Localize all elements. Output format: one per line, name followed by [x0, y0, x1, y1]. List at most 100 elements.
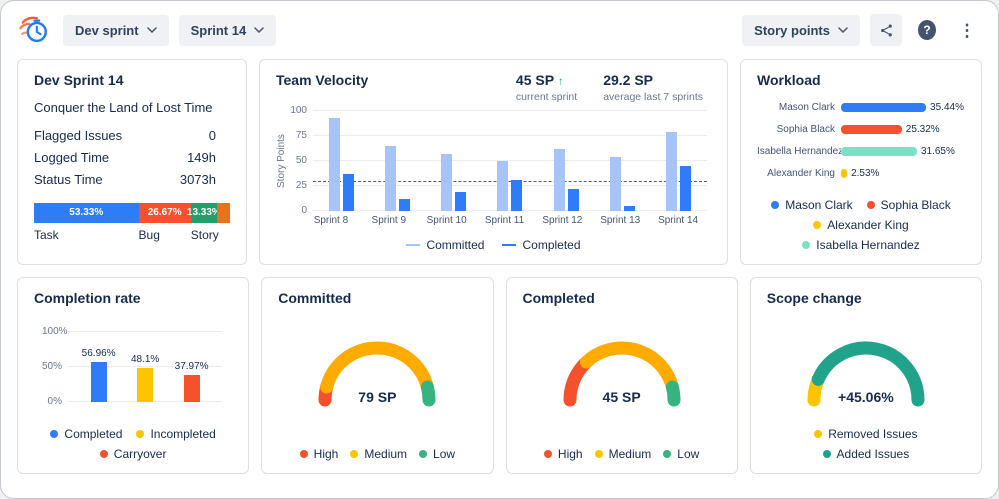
completed-legend: High Medium Low: [523, 439, 721, 461]
issue-distribution-labels: Task Bug Story: [34, 228, 230, 242]
legend-item[interactable]: Medium: [350, 447, 407, 461]
gauge-value: 79 SP: [358, 389, 397, 405]
legend-swatch-icon: [802, 241, 811, 249]
sprint-dropdown[interactable]: Sprint 14: [178, 14, 277, 46]
distribution-segment: [216, 202, 230, 223]
velocity-x-labels: Sprint 8 Sprint 9 Sprint 10 Sprint 11 Sprint…: [302, 215, 707, 226]
workload-bar: [841, 125, 902, 134]
velocity-bar-group: [651, 111, 707, 211]
legend-swatch-icon: [50, 430, 59, 438]
legend-item[interactable]: Sophia Black: [866, 198, 951, 212]
legend-item[interactable]: Removed Issues: [814, 427, 918, 441]
workload-assignee-label: Alexander King: [767, 168, 835, 179]
legend-swatch-icon: [771, 201, 780, 209]
workload-card: Workload Mason Clark 35.44% Sophia Black 25…: [740, 59, 982, 265]
y-axis-label: Story Points: [276, 134, 287, 188]
distribution-segment-label: Story: [190, 227, 219, 242]
stat-row: Logged Time 149h: [34, 149, 230, 167]
legend-item[interactable]: Committed: [406, 238, 484, 252]
workload-assignee-label: Isabella Hernandez: [757, 146, 841, 157]
legend-item[interactable]: High: [543, 447, 583, 461]
legend-label: Incompleted: [150, 427, 216, 441]
more-options-button[interactable]: ⋮: [952, 14, 982, 46]
sprint-goal: Conquer the Land of Lost Time: [34, 100, 213, 115]
workload-chart: Mason Clark 35.44% Sophia Black 25.32% Isabe…: [757, 102, 965, 179]
board-dropdown-label: Dev sprint: [75, 22, 139, 38]
metric-dropdown-label: Story points: [754, 22, 830, 38]
top-bar: Dev sprint Sprint 14 Story points ? ⋮: [1, 1, 998, 55]
workload-row: Sophia Black 25.32%: [757, 124, 965, 135]
legend-item[interactable]: Carryover: [99, 447, 166, 461]
stat-label: Status Time: [34, 172, 103, 188]
legend-label: Mason Clark: [785, 198, 853, 212]
committed-card: Committed 79 SP High Medium Low: [261, 277, 494, 474]
board-dropdown[interactable]: Dev sprint: [63, 14, 169, 46]
legend-item[interactable]: Completed: [50, 427, 122, 441]
average-caption: average last 7 sprints: [603, 91, 703, 103]
gauge-segment: [320, 341, 435, 394]
current-sprint-caption: current sprint: [515, 91, 578, 103]
completion-value-label: 56.96%: [81, 348, 116, 360]
legend-swatch-icon: [866, 201, 875, 209]
sprint-summary-card: Dev Sprint 14 Conquer the Land of Lost T…: [17, 59, 247, 265]
card-title: Scope change: [766, 290, 862, 306]
legend-item[interactable]: Completed: [502, 238, 581, 252]
completion-bar-column: 48.1%: [131, 332, 159, 402]
completion-bar-column: 37.97%: [175, 332, 209, 402]
legend-swatch-icon: [406, 244, 421, 246]
completion-bar: [183, 375, 200, 402]
card-title: Completion rate: [34, 290, 141, 306]
velocity-bar-committed: [666, 132, 678, 211]
workload-value-label: 2.53%: [851, 168, 880, 179]
velocity-chart: Story Points 0 25 50 75 100: [276, 105, 711, 216]
completion-bar: [90, 362, 107, 402]
x-tick-label: Sprint 10: [426, 215, 467, 226]
velocity-bar-completed: [511, 180, 523, 211]
metric-dropdown[interactable]: Story points: [742, 14, 860, 46]
workload-assignee-label: Sophia Black: [776, 124, 835, 135]
card-title: Completed: [522, 290, 595, 306]
completed-card: Completed 45 SP High Medium Low: [505, 277, 738, 474]
stat-label: Logged Time: [34, 150, 110, 166]
completion-value-label: 48.1%: [130, 354, 160, 366]
gauge-segment: [665, 380, 681, 407]
legend-item[interactable]: Incompleted: [136, 427, 216, 441]
workload-value-label: 25.32%: [905, 124, 940, 135]
distribution-segment: 53.33%: [34, 202, 139, 223]
current-sprint-stat: 45 SP ↑ current sprint: [516, 72, 577, 103]
sprint-dropdown-label: Sprint 14: [190, 22, 247, 38]
legend-item[interactable]: Low: [419, 447, 455, 461]
legend-label: Low: [677, 447, 700, 461]
gridline: [313, 160, 707, 161]
stat-row: Status Time 3073h: [34, 171, 230, 189]
legend-label: Sophia Black: [880, 198, 951, 212]
share-button[interactable]: [870, 14, 902, 46]
scope-change-card: Scope change +45.06% Removed Issues Added…: [749, 277, 982, 474]
legend-label: Medium: [364, 447, 408, 461]
velocity-legend: Committed Completed: [276, 230, 711, 252]
legend-item[interactable]: Added Issues: [822, 447, 909, 461]
help-button[interactable]: ?: [912, 14, 942, 46]
velocity-bar-completed: [342, 174, 354, 211]
legend-item[interactable]: Isabella Hernandez: [802, 238, 920, 252]
velocity-bar-committed: [553, 149, 565, 211]
x-tick-label: Sprint 8: [313, 215, 349, 226]
legend-item[interactable]: High: [299, 447, 338, 461]
gridline: [313, 110, 707, 111]
legend-item[interactable]: Medium: [594, 447, 651, 461]
legend-item[interactable]: Mason Clark: [771, 198, 853, 212]
workload-row: Mason Clark 35.44%: [757, 102, 965, 113]
distribution-segment-label: Bug: [138, 227, 160, 242]
legend-swatch-icon: [813, 221, 822, 229]
legend-label: High: [557, 447, 583, 461]
legend-item[interactable]: Alexander King: [813, 218, 909, 232]
legend-item[interactable]: Low: [663, 447, 699, 461]
x-tick-label: Sprint 13: [600, 215, 641, 226]
workload-value-label: 35.44%: [930, 102, 964, 113]
card-title: Team Velocity: [276, 72, 369, 88]
velocity-stats: 45 SP ↑ current sprint 29.2 SP average l…: [516, 72, 711, 103]
velocity-bar-group: [538, 111, 594, 211]
legend-label: Completed: [64, 427, 123, 441]
legend-swatch-icon: [594, 450, 603, 458]
